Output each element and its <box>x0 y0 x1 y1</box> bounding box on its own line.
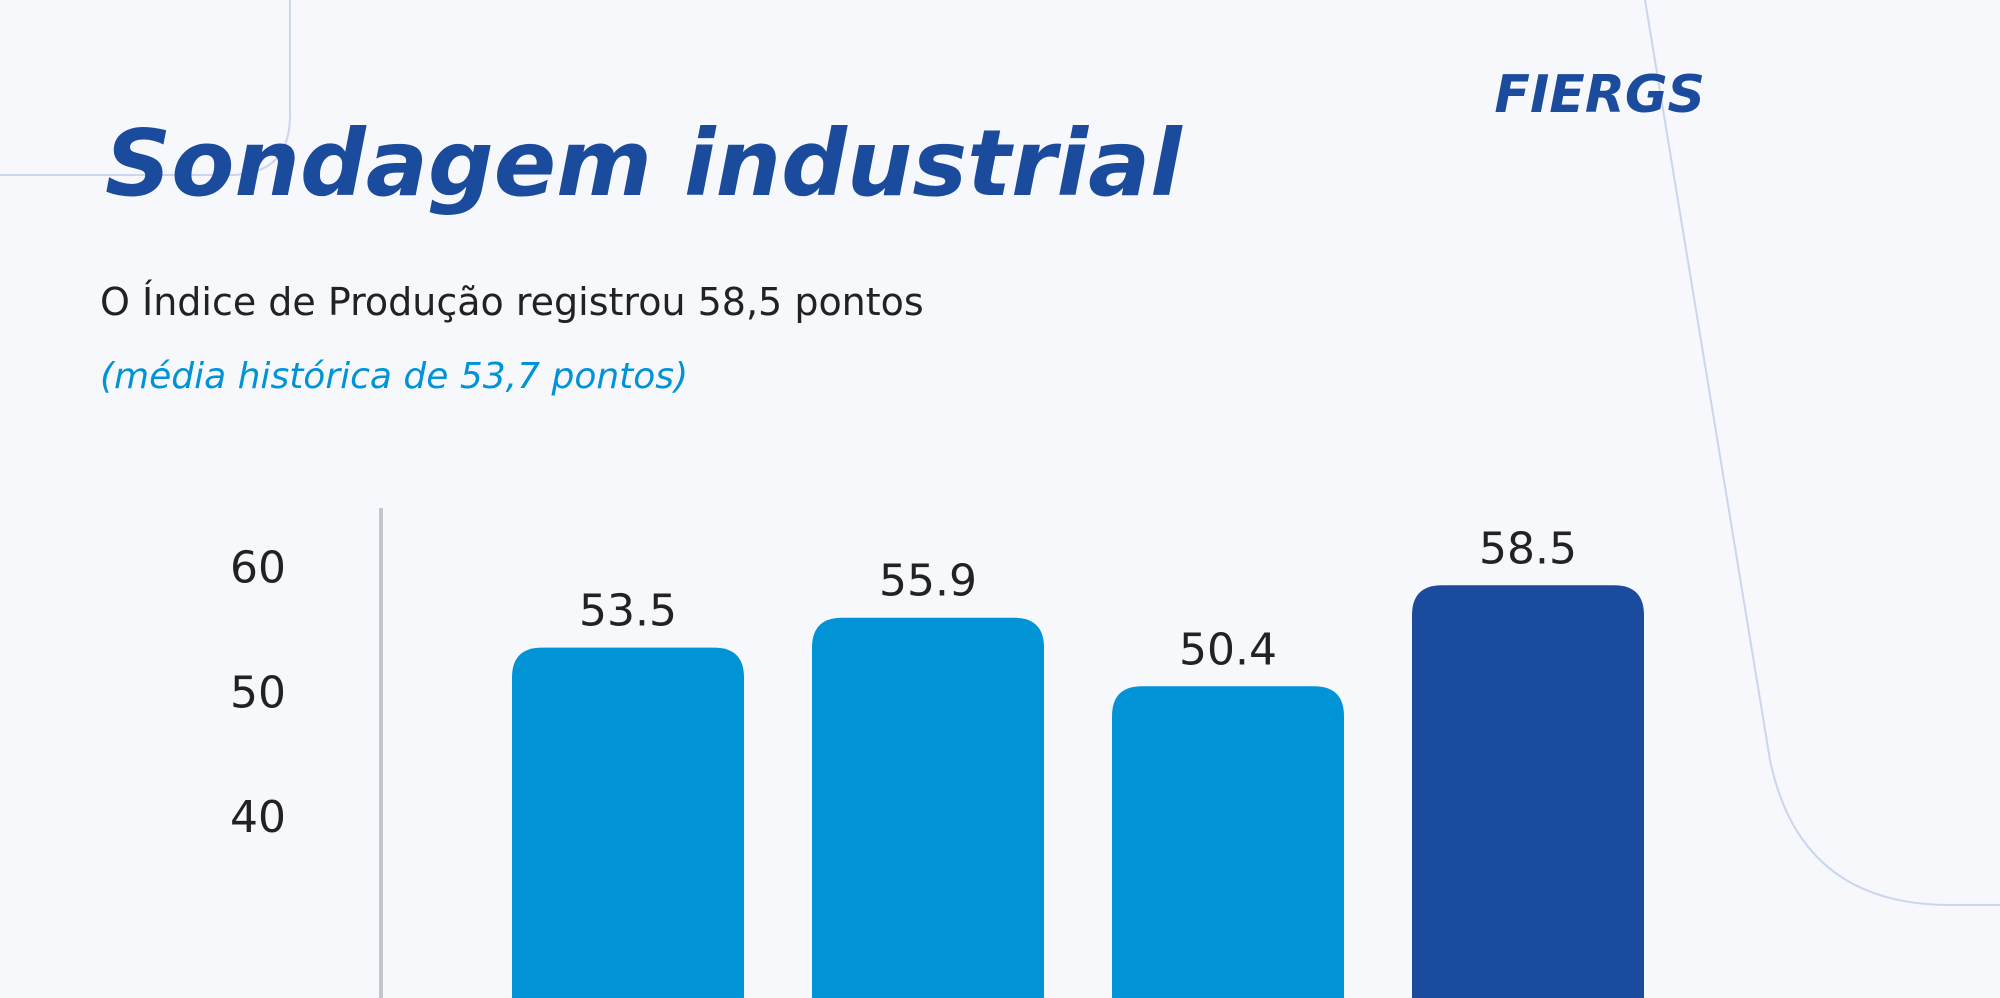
bar <box>512 647 744 998</box>
data-label: 53.5 <box>579 586 677 637</box>
decor-curve <box>0 0 291 176</box>
data-label: 55.9 <box>879 556 977 607</box>
y-tick-label: 40 <box>230 792 286 843</box>
decor-curve <box>1644 0 2000 906</box>
logo: FIERGS <box>1494 65 1705 125</box>
bar <box>1112 686 1344 998</box>
chart-title: Sondagem industrial <box>105 110 1183 217</box>
data-label: 50.4 <box>1179 624 1277 675</box>
subtitle: O Índice de Produção registrou 58,5 pont… <box>100 280 924 324</box>
bar <box>812 617 1044 998</box>
data-label: 58.5 <box>1479 523 1577 574</box>
y-tick-label: 60 <box>230 543 286 594</box>
y-tick-label: 50 <box>230 667 286 718</box>
bar <box>1412 585 1644 998</box>
note: (média histórica de 53,7 pontos) <box>100 356 688 397</box>
